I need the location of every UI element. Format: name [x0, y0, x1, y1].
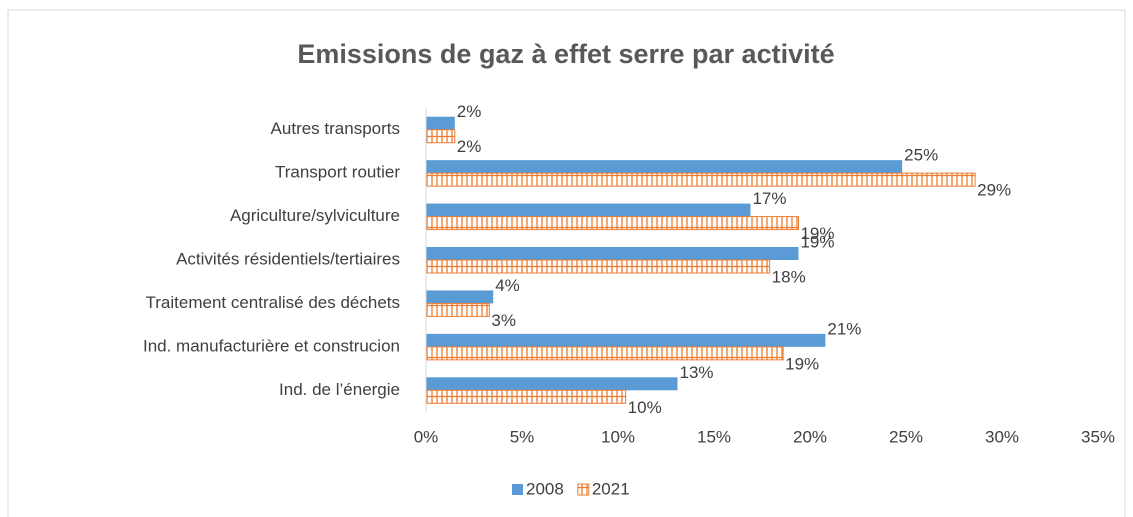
bar: [426, 333, 826, 347]
y-tick-label: Ind. manufacturière et construcion: [143, 336, 400, 355]
data-label: 17%: [752, 189, 786, 208]
y-tick-label: Transport routier: [275, 163, 400, 182]
y-tick-label: Activités résidentiels/tertiaires: [176, 249, 400, 268]
bar: [425, 216, 799, 231]
bar: [426, 116, 455, 130]
bar: [425, 302, 490, 317]
x-tick-label: 35%: [1081, 427, 1115, 446]
legend-swatch: [512, 484, 523, 495]
x-tick-label: 15%: [697, 427, 731, 446]
y-tick-label: Ind. de l’énergie: [279, 380, 400, 399]
bar: [425, 346, 784, 361]
y-tick-label: Agriculture/sylviculture: [230, 206, 400, 225]
legend-swatch: [577, 483, 590, 496]
bar: [426, 290, 494, 304]
x-tick-label: 0%: [414, 427, 439, 446]
data-label: 10%: [628, 398, 662, 417]
x-tick-label: 20%: [793, 427, 827, 446]
x-tick-label: 30%: [985, 427, 1019, 446]
data-label: 19%: [785, 354, 819, 373]
x-tick-label: 5%: [510, 427, 535, 446]
bar: [426, 203, 751, 217]
bar: [425, 129, 456, 144]
x-tick-label: 25%: [889, 427, 923, 446]
data-label: 13%: [680, 363, 714, 382]
data-label: 29%: [977, 181, 1011, 200]
legend-label: 2021: [592, 479, 630, 498]
bar: [425, 389, 627, 404]
legend-label: 2008: [526, 479, 564, 498]
chart-title: Emissions de gaz à effet serre par activ…: [297, 39, 834, 69]
data-label: 21%: [827, 319, 861, 338]
y-tick-label: Autres transports: [271, 119, 400, 138]
bar: [426, 247, 799, 260]
data-label: 18%: [772, 267, 806, 286]
x-tick-label: 10%: [601, 427, 635, 446]
data-label: 19%: [800, 232, 834, 251]
data-label: 19%: [800, 224, 834, 243]
data-label: 25%: [904, 146, 938, 165]
data-label: 4%: [495, 276, 520, 295]
bar: [426, 160, 903, 174]
data-label: 2%: [457, 102, 482, 121]
bar: [426, 377, 678, 391]
bar: [425, 172, 976, 187]
data-label: 2%: [457, 137, 482, 156]
y-tick-label: Traitement centralisé des déchets: [146, 293, 401, 312]
data-label: 3%: [491, 311, 516, 330]
bar: [425, 259, 771, 274]
